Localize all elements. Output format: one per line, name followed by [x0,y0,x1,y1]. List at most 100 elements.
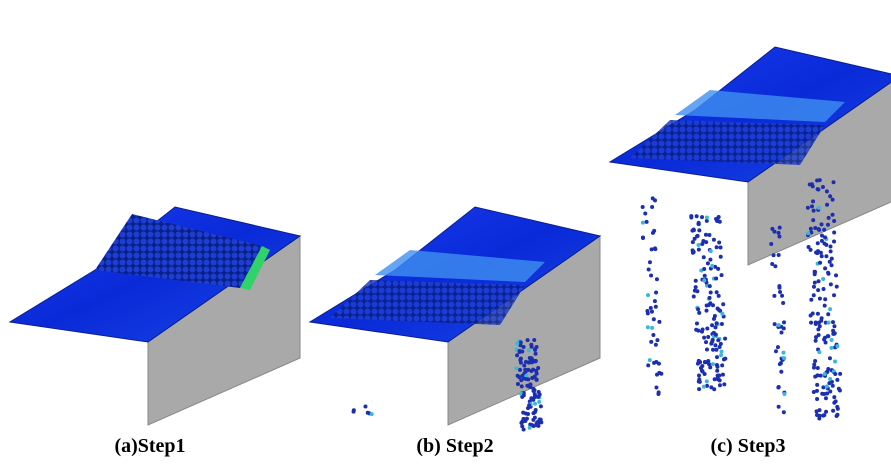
particle [828,307,832,311]
particle [826,271,830,275]
particle [814,339,818,343]
particle [719,255,723,259]
particle [520,350,524,354]
particle [812,293,816,297]
particle [719,342,723,346]
particle [827,381,831,385]
particle [655,373,659,377]
particle [692,228,696,232]
particle [696,234,700,238]
particle [717,240,721,244]
particle [647,268,651,272]
particle [820,392,824,396]
particle [813,270,817,274]
particle [535,423,539,427]
particle [708,296,712,300]
particle [646,293,650,297]
particle [650,247,654,251]
particle [646,311,650,315]
particle [823,372,827,376]
particle [817,350,821,354]
particle [829,244,833,248]
particle [715,245,719,249]
particle [702,336,706,340]
particle [829,249,833,253]
particle [649,274,653,278]
particle [816,327,820,331]
particle [781,301,785,305]
particle [824,396,828,400]
particle [778,362,782,366]
particle [828,356,832,360]
particle [721,373,725,377]
particle [832,324,836,328]
particle [522,345,526,349]
particle [835,285,839,289]
particle [720,273,724,277]
particle-mass [630,120,825,165]
particle [712,387,716,391]
particle [831,213,835,217]
particle [703,274,707,278]
particle [646,363,650,367]
particle [518,368,522,372]
particle [816,288,820,292]
particle [649,340,653,344]
particle [715,290,719,294]
particle [782,410,786,414]
particle [528,383,532,387]
particle [657,320,661,324]
particle [705,379,709,383]
particle [697,243,701,247]
particle [813,375,817,379]
particle [532,338,536,342]
particle [653,198,657,202]
particle [811,184,815,188]
particle [646,325,650,329]
particle [715,369,719,373]
particle [825,189,829,193]
particle [531,418,535,422]
particle [816,187,820,191]
particle [822,228,826,232]
particle [697,311,701,315]
particle [718,383,722,387]
particle [520,419,524,423]
particle [654,291,658,295]
particle [645,220,649,224]
particle [823,235,827,239]
particle [813,281,817,285]
particle [818,178,822,182]
particle [648,358,652,362]
particle [709,249,713,253]
particle [721,302,725,306]
particle [822,413,826,417]
particle [652,317,656,321]
particle [533,347,537,351]
particle [777,284,781,288]
particle [834,273,838,277]
particle [832,230,836,234]
particle [830,338,834,342]
particle [717,294,721,298]
particle [782,356,786,360]
particle [695,289,699,293]
particle [696,222,700,226]
particle [723,357,727,361]
particle [697,228,701,232]
particle [689,215,693,219]
particle [701,328,705,332]
particle [825,391,829,395]
particle [708,284,712,288]
particle [809,227,813,231]
particle [713,343,717,347]
particle [535,395,539,399]
particle [714,348,718,352]
particle [833,360,837,364]
particle [818,297,822,301]
particle [692,295,696,299]
particle [769,242,773,246]
particle [816,241,820,245]
particle [704,240,708,244]
particle [826,312,830,316]
